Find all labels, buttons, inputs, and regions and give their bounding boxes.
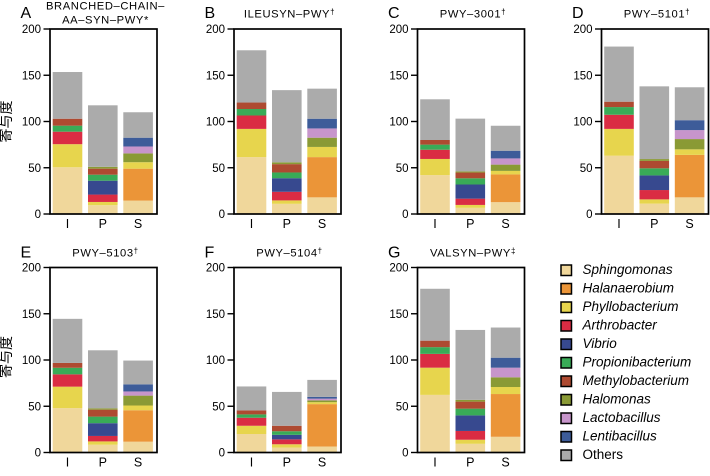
svg-text:PWY–3001†: PWY–3001† [440,8,506,21]
svg-text:200: 200 [389,263,408,275]
svg-text:PWY–5103†: PWY–5103† [72,247,138,260]
svg-text:0: 0 [402,448,408,460]
svg-text:寄与度: 寄与度 [0,336,14,378]
svg-text:I: I [617,217,620,231]
svg-text:100: 100 [389,117,408,129]
svg-text:S: S [685,217,693,231]
svg-text:100: 100 [206,355,225,367]
svg-text:Phyllobacterium: Phyllobacterium [583,299,679,314]
svg-text:A: A [21,5,32,22]
svg-text:P: P [466,456,474,470]
svg-text:200: 200 [22,263,41,275]
svg-text:AA–SYN–PWY*: AA–SYN–PWY* [62,14,149,26]
svg-text:P: P [283,456,291,470]
svg-text:0: 0 [219,209,225,221]
svg-text:50: 50 [396,401,409,413]
svg-text:P: P [650,217,658,231]
svg-text:ILEUSYN–PWY†: ILEUSYN–PWY† [244,8,335,21]
svg-text:VALSYN–PWY‡: VALSYN–PWY‡ [430,247,516,260]
svg-text:100: 100 [22,117,41,129]
svg-text:50: 50 [396,163,409,175]
svg-text:I: I [66,217,69,231]
svg-text:D: D [572,5,584,22]
svg-text:S: S [318,217,326,231]
svg-text:Methylobacterium: Methylobacterium [583,373,690,388]
svg-text:200: 200 [22,24,41,36]
svg-text:P: P [99,456,107,470]
svg-text:50: 50 [28,163,41,175]
svg-text:0: 0 [586,209,592,221]
svg-text:150: 150 [389,309,408,321]
svg-text:S: S [134,217,142,231]
svg-text:S: S [318,456,326,470]
svg-text:Propionibacterium: Propionibacterium [583,354,692,369]
svg-text:P: P [283,217,291,231]
svg-text:P: P [466,217,474,231]
svg-text:S: S [134,456,142,470]
svg-text:Others: Others [583,447,624,462]
svg-text:200: 200 [206,24,225,36]
svg-text:200: 200 [573,24,592,36]
svg-text:Vibrio: Vibrio [583,336,618,351]
svg-text:0: 0 [219,448,225,460]
svg-text:50: 50 [212,163,225,175]
svg-text:Arthrobacter: Arthrobacter [582,317,658,332]
svg-text:I: I [250,217,253,231]
svg-text:G: G [388,245,400,262]
svg-text:100: 100 [389,355,408,367]
svg-text:200: 200 [389,24,408,36]
svg-text:150: 150 [22,309,41,321]
svg-text:50: 50 [28,401,41,413]
svg-text:150: 150 [389,70,408,82]
svg-text:50: 50 [580,163,593,175]
svg-text:寄与度: 寄与度 [0,101,14,143]
svg-text:Halomonas: Halomonas [583,391,652,406]
svg-text:S: S [501,456,509,470]
svg-text:0: 0 [402,209,408,221]
svg-text:PWY–5101†: PWY–5101† [624,8,690,21]
svg-text:150: 150 [206,70,225,82]
svg-text:C: C [388,5,400,22]
svg-text:B: B [205,5,216,22]
svg-text:S: S [501,217,509,231]
svg-text:F: F [205,245,215,262]
svg-text:100: 100 [22,355,41,367]
svg-text:I: I [250,456,253,470]
svg-text:50: 50 [212,401,225,413]
svg-text:I: I [433,456,436,470]
svg-text:BRANCHED–CHAIN–: BRANCHED–CHAIN– [46,1,165,13]
svg-text:Halanaerobium: Halanaerobium [583,280,675,295]
svg-text:150: 150 [573,70,592,82]
svg-text:I: I [66,456,69,470]
svg-text:150: 150 [22,70,41,82]
svg-text:E: E [21,245,32,262]
svg-text:100: 100 [206,117,225,129]
svg-text:P: P [99,217,107,231]
svg-text:Lactobacillus: Lactobacillus [583,410,661,425]
svg-text:0: 0 [35,448,41,460]
svg-text:150: 150 [206,309,225,321]
svg-text:100: 100 [573,117,592,129]
svg-text:0: 0 [35,209,41,221]
svg-text:PWY–5104†: PWY–5104† [256,247,322,260]
svg-text:I: I [433,217,436,231]
svg-text:Lentibacillus: Lentibacillus [583,428,658,443]
svg-text:Sphingomonas: Sphingomonas [583,262,673,277]
svg-text:200: 200 [206,263,225,275]
